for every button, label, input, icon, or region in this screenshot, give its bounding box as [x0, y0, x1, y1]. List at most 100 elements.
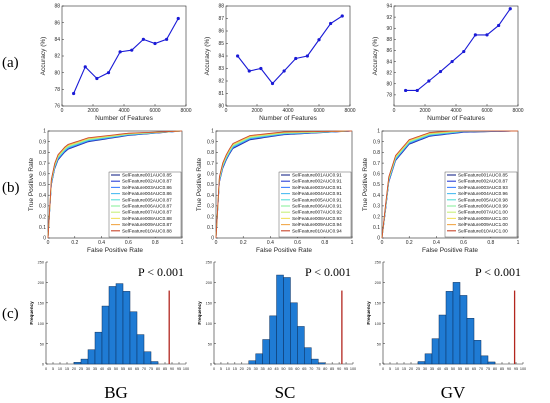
x-tick-label: 2000 — [251, 108, 262, 114]
x-tick-label: 8000 — [344, 108, 355, 114]
y-axis-label: Frequency — [197, 301, 202, 325]
legend-entry: SelFeature008AUC1.00 — [458, 216, 508, 221]
x-tick-label: 1 — [517, 240, 520, 246]
accuracy-point — [415, 88, 419, 93]
x-tick-label: 20 — [240, 367, 244, 371]
legend-entry: SelFeature010AUC0.88 — [122, 228, 172, 233]
x-axis-label: Number of Features — [427, 115, 486, 122]
y-tick-label: 94 — [386, 4, 392, 10]
x-tick-label: 40 — [437, 367, 441, 371]
histogram-bar — [73, 362, 82, 365]
y-tick-label: 250 — [38, 261, 44, 265]
x-tick-label: 6000 — [149, 108, 160, 114]
x-tick-label: 75 — [486, 367, 490, 371]
histogram-bar — [473, 340, 482, 365]
x-tick-label: 95 — [514, 367, 518, 371]
x-axis-label: Number of Features — [259, 115, 318, 122]
x-tick-label: 10 — [58, 367, 62, 371]
legend-entry: SelFeature004AUC0.86 — [122, 191, 172, 196]
x-tick-label: 0.4 — [433, 240, 440, 246]
accuracy-point — [72, 91, 76, 96]
x-tick-label: 2000 — [419, 108, 430, 114]
x-tick-label: 65 — [472, 367, 476, 371]
y-tick-label: 0.9 — [207, 139, 214, 145]
y-tick-label: 78 — [54, 87, 60, 93]
x-tick-label: 85 — [163, 367, 167, 371]
legend-entry: SelFeature010AUC0.94 — [292, 228, 342, 233]
y-tick-label: 200 — [375, 281, 381, 285]
x-axis-label: False Positive Rate — [422, 247, 478, 254]
y-tick-label: 0.1 — [39, 225, 46, 231]
accuracy-point — [176, 16, 180, 21]
x-tick-label: 100 — [520, 367, 526, 371]
y-tick-label: 90 — [386, 26, 392, 32]
histogram-bar — [248, 360, 256, 365]
legend-entry: SelFeature002AUC0.91 — [292, 179, 342, 184]
x-tick-label: 90 — [507, 367, 511, 371]
x-tick-label: 50 — [114, 367, 118, 371]
y-tick-label: 0.7 — [207, 161, 214, 167]
y-tick-label: 84 — [54, 37, 60, 43]
accuracy-point — [427, 79, 431, 83]
x-tick-label: 0.2 — [406, 240, 413, 246]
accuracy-line — [237, 15, 343, 85]
y-tick-label: 0 — [43, 236, 46, 242]
x-tick-label: 0 — [61, 108, 64, 114]
accuracy-point — [294, 56, 298, 61]
x-tick-label: 5 — [220, 367, 222, 371]
y-tick-label: 86 — [218, 29, 224, 35]
legend-entry: SelFeature001AUC0.85 — [458, 173, 508, 178]
y-tick-label: 0.1 — [207, 225, 214, 231]
y-tick-label: 0.5 — [39, 182, 46, 188]
y-axis-label: Frequency — [29, 301, 34, 325]
x-tick-label: 55 — [458, 367, 462, 371]
x-tick-label: 100 — [183, 367, 189, 371]
roc-legend-box — [278, 171, 352, 238]
x-tick-label: 90 — [337, 367, 341, 371]
accuracy-point — [118, 50, 122, 54]
x-tick-label: 35 — [261, 367, 265, 371]
y-tick-label: 1 — [43, 129, 46, 135]
legend-entry: SelFeature010AUC1.00 — [458, 228, 508, 233]
x-tick-label: 10 — [395, 367, 399, 371]
histogram-bar — [445, 291, 454, 365]
x-tick-label: 0 — [215, 240, 218, 246]
legend-entry: SelFeature001AUC0.85 — [122, 173, 172, 178]
accuracy-point — [329, 21, 333, 26]
y-tick-label: 0 — [211, 236, 214, 242]
y-tick-label: 150 — [38, 302, 44, 306]
x-tick-label: 70 — [479, 367, 483, 371]
x-tick-label: 45 — [274, 367, 278, 371]
y-tick-label: 0.2 — [39, 214, 46, 220]
y-tick-label: 50 — [208, 342, 212, 346]
row-label-a: (a) — [2, 55, 19, 71]
y-axis-label: True Positive Rate — [28, 158, 35, 212]
histogram-bar — [143, 351, 152, 365]
legend-entry: SelFeature005AUC0.87 — [122, 197, 172, 202]
legend-entry: SelFeature008AUC0.88 — [122, 216, 172, 221]
y-tick-label: 0 — [379, 363, 381, 367]
y-tick-label: 150 — [375, 302, 381, 306]
accuracy-point — [259, 66, 263, 71]
y-tick-label: 0.4 — [39, 193, 46, 199]
x-tick-label: 0.2 — [71, 240, 78, 246]
legend-entry: SelFeature003AUC0.91 — [292, 185, 342, 190]
x-tick-label: 2000 — [87, 108, 98, 114]
roc-legend-box — [108, 171, 182, 238]
histogram-bar — [87, 349, 96, 365]
legend-entry: SelFeature004AUC0.96 — [458, 191, 508, 196]
y-tick-label: 86 — [54, 20, 60, 26]
accuracy-point — [450, 59, 454, 64]
x-tick-label: 45 — [107, 367, 111, 371]
x-tick-label: 65 — [135, 367, 139, 371]
x-tick-label: 0 — [225, 108, 228, 114]
condition-label-gv: GV — [441, 383, 466, 402]
y-tick-label: 0.4 — [207, 193, 214, 199]
x-tick-label: 0.6 — [294, 240, 301, 246]
y-tick-label: 82 — [218, 79, 224, 85]
x-tick-label: 4000 — [118, 108, 129, 114]
histogram-bar — [150, 361, 159, 365]
legend-entry: SelFeature009AUC0.94 — [292, 222, 342, 227]
legend-entry: SelFeature001AUC0.91 — [292, 173, 342, 178]
